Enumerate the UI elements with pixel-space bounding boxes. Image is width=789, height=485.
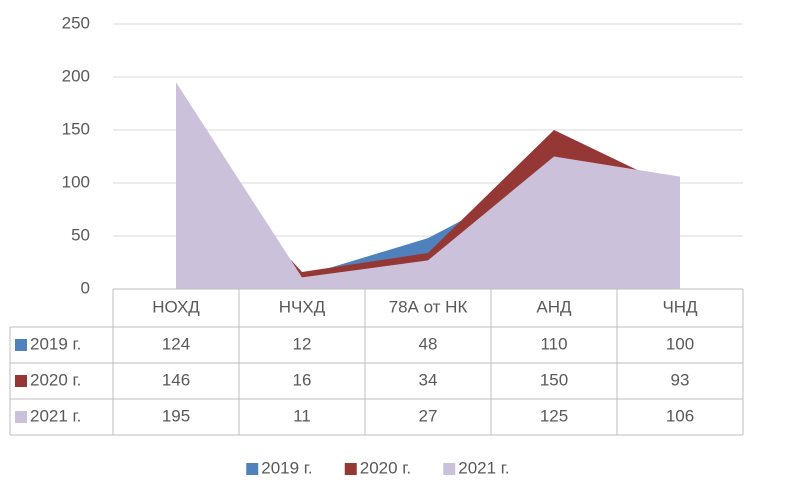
x-tick-label: 78А от НК	[389, 297, 468, 316]
table-cell: 100	[666, 334, 694, 353]
x-tick-label: ЧНД	[662, 297, 698, 316]
y-tick-label: 100	[62, 172, 90, 191]
legend-swatch	[443, 463, 456, 475]
table-row-label: 2020 г.	[30, 370, 81, 389]
legend-swatch	[15, 411, 27, 423]
table-cell: 12	[293, 334, 312, 353]
legend-swatch	[246, 463, 259, 475]
y-tick-label: 0	[81, 278, 90, 297]
legend-swatch	[15, 375, 27, 387]
table-cell: 125	[540, 406, 568, 425]
table-cell: 27	[419, 406, 438, 425]
table-cell: 93	[671, 370, 690, 389]
x-tick-label: НЧХД	[279, 297, 326, 316]
x-tick-label: АНД	[536, 297, 572, 316]
table-cell: 150	[540, 370, 568, 389]
y-tick-label: 150	[62, 119, 90, 138]
table-cell: 34	[419, 370, 438, 389]
area	[176, 82, 680, 289]
table-cell: 48	[419, 334, 438, 353]
y-tick-label: 50	[71, 225, 90, 244]
table-cell: 124	[162, 334, 190, 353]
table-cell: 106	[666, 406, 694, 425]
legend-swatch	[15, 339, 27, 351]
table-cell: 195	[162, 406, 190, 425]
table-cell: 16	[293, 370, 312, 389]
x-tick-label: НОХД	[152, 297, 200, 316]
y-tick-label: 250	[62, 13, 90, 32]
table-cell: 146	[162, 370, 190, 389]
y-tick-label: 200	[62, 66, 90, 85]
table-row-label: 2021 г.	[30, 406, 81, 425]
legend-label: 2020 г.	[360, 458, 411, 477]
table-row-label: 2019 г.	[30, 334, 81, 353]
table-cell: 11	[293, 406, 311, 425]
legend-swatch	[344, 463, 357, 475]
legend-label: 2021 г.	[458, 458, 509, 477]
table-cell: 110	[540, 334, 567, 353]
legend-label: 2019 г.	[261, 458, 312, 477]
